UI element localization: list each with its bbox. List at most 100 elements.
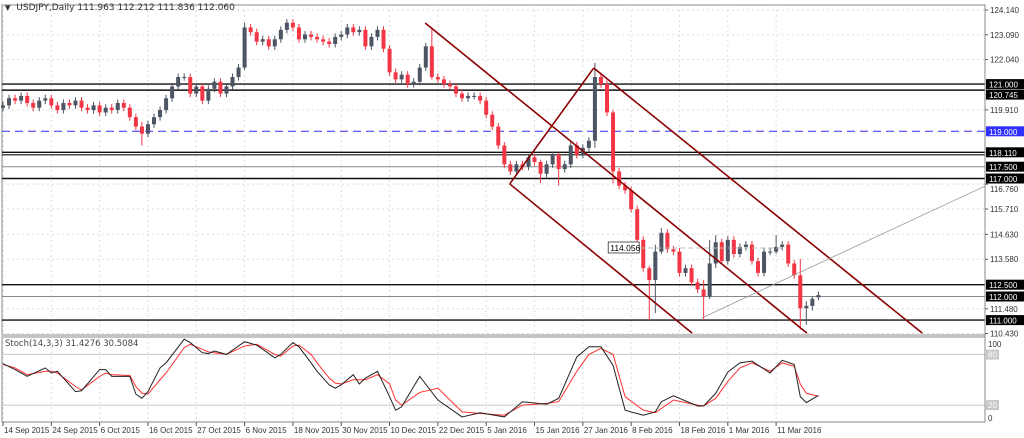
candle-bear [133,117,138,127]
candle-bull [37,100,42,108]
candle-bear [200,86,205,101]
candle-bull [194,86,199,94]
candle-bear [121,102,126,108]
date-tick-label: 14 Sep 2015 [4,426,50,435]
candle-bear [363,29,368,47]
date-tick-label: 16 Oct 2015 [149,426,193,435]
candle-bear [309,34,314,37]
level-price-label-box [986,315,1024,326]
candle-bear [749,244,754,262]
date-tick-label: 24 Sep 2015 [52,426,98,435]
candle-bear [109,107,114,111]
candle-bull [683,268,688,273]
level-price-label: 117.500 [989,163,1018,172]
stochastic-k-value: 31.4276 [65,339,101,349]
dropdown-triangle-icon[interactable]: ▼ [5,4,11,12]
candle-bull [236,67,241,78]
stochastic-frame [1,336,986,423]
date-tick-label: 30 Nov 2015 [342,426,388,435]
candle-bear [786,244,791,264]
level-price-label: 112.500 [989,281,1018,290]
candle-bear [55,105,60,111]
candle-bull [333,36,338,44]
candle-bear [405,74,410,85]
candle-bear [719,242,724,262]
candle-bear [97,105,102,113]
candle-bull [73,100,78,106]
candle-bull [170,86,175,99]
date-tick-label: 27 Jan 2016 [584,426,629,435]
trendline[interactable] [509,183,693,334]
date-tick-label: 10 Dec 2015 [391,426,437,435]
candle-bear [671,249,676,252]
candle-bear [635,209,640,240]
candle-bear [574,145,579,155]
price-tick-label: 116.760 [990,185,1019,194]
stochastic-axis-label: 0 [988,414,993,423]
candle-bull [737,246,742,255]
candle-bear [266,39,271,47]
price-tick-label: 115.710 [990,205,1019,214]
candle-bear [327,41,332,44]
candle-bear [296,27,301,40]
level-price-label-box [986,291,1024,302]
price-tick-label: 111.480 [990,305,1018,314]
level-price-label: 117.000 [989,175,1018,184]
candle-bear [623,185,628,191]
price-marker-box[interactable] [607,241,640,254]
candle-bear [321,39,326,42]
candle-bull [242,27,247,68]
level-price-label: 121.000 [989,81,1018,90]
candle-bear [502,145,507,165]
candle-bull [1,105,5,108]
date-tick-label: 1 Mar 2016 [729,426,770,435]
candle-bear [254,32,259,42]
candle-bear [792,263,797,276]
stochastic-axis-label: 20 [988,401,997,410]
stochastic-level-label-box [986,349,999,360]
price-tick-label: 114.630 [990,230,1019,239]
stochastic-axis-label: 80 [988,351,997,360]
trendline[interactable] [509,67,595,185]
candle-bull [7,98,12,106]
candle-bear [218,81,223,94]
price-tick-label: 113.580 [990,255,1019,264]
candle-bear [611,112,616,172]
candle-bear [441,79,446,85]
date-tick-label: 15 Jan 2016 [536,426,581,435]
candle-bull [514,164,519,172]
candle-bear [490,114,495,127]
trendline[interactable] [593,67,923,334]
candle-bear [496,126,501,146]
candle-bull [423,46,428,68]
candle-bull [158,110,163,118]
level-price-label-box [986,89,1024,100]
candle-bull [816,295,821,298]
level-price-label-box [986,147,1024,158]
candle-bull [653,251,658,280]
candle-bull [762,251,767,273]
candle-bull [152,117,156,125]
date-tick-label: 18 Nov 2015 [294,426,340,435]
candle-bull [586,140,591,148]
candle-bull [182,77,187,79]
candle-bull [339,34,344,37]
candle-bear [127,107,132,118]
candle-bull [472,95,477,97]
candle-bear [315,36,320,40]
candle-bear [381,29,386,49]
candle-bear [31,102,36,108]
trendline[interactable] [424,22,808,334]
trendline[interactable] [701,185,986,319]
candle-bear [351,27,356,33]
date-tick-label: 5 Jan 2016 [487,426,527,435]
date-tick-label: 22 Dec 2015 [439,426,485,435]
candle-bear [454,86,458,94]
level-price-label-box [986,173,1024,184]
candle-bear [429,46,434,78]
candle-bull [417,67,422,82]
candle-bull [526,157,531,167]
candle-bear [79,100,84,108]
candle-bear [556,154,561,170]
